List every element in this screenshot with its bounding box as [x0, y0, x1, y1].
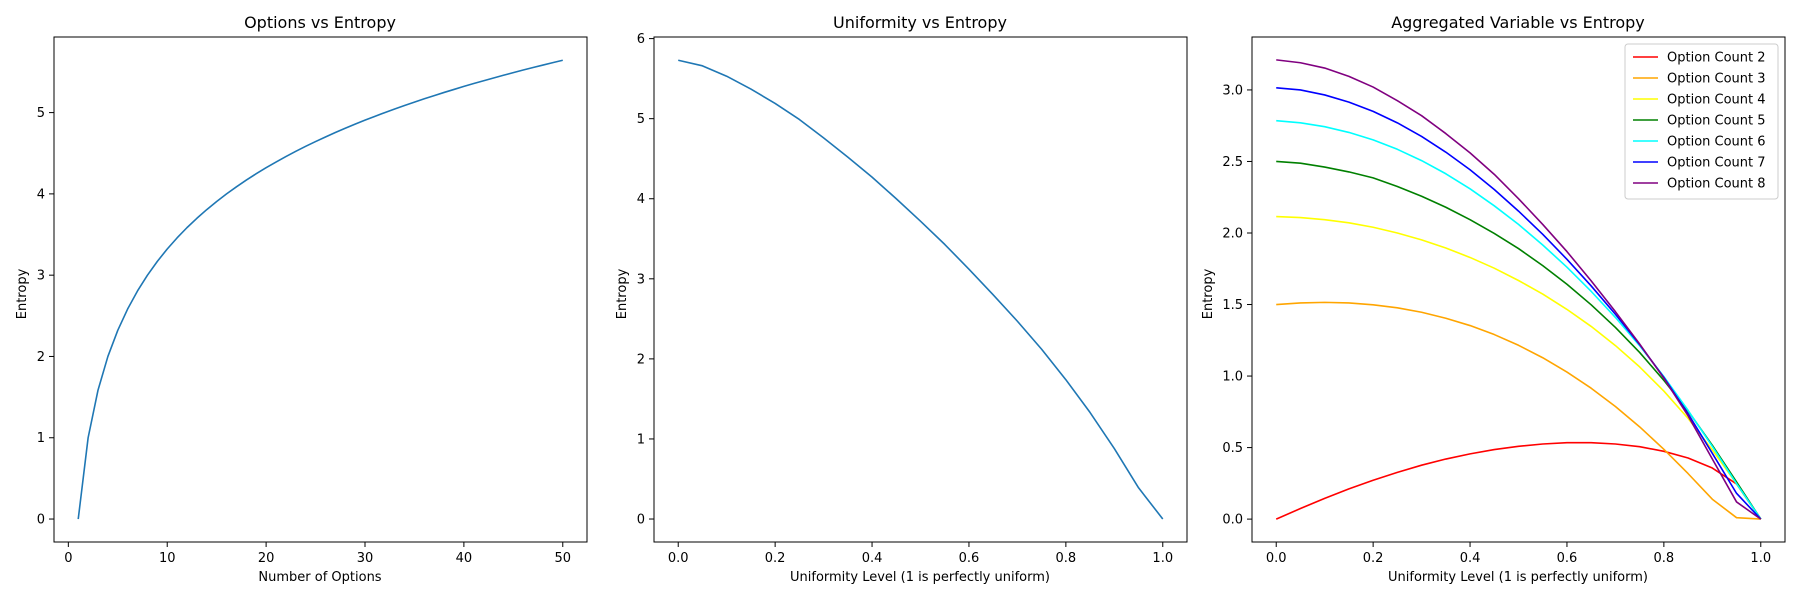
series-line-option-count-3 — [1276, 301, 1761, 520]
y-tick-label: 0 — [37, 513, 45, 528]
y-ticks: 0 1 2 3 4 5 — [37, 106, 54, 528]
x-ticks: 0.0 0.2 0.4 0.6 0.8 1.0 — [1266, 542, 1771, 566]
y-tick-label: 2 — [637, 352, 645, 367]
x-tick-label: 0.2 — [1363, 551, 1384, 566]
legend-label: Option Count 3 — [1667, 72, 1766, 87]
x-tick-label: 0.4 — [1460, 551, 1481, 566]
y-tick-label: 1.0 — [1222, 370, 1243, 385]
series-line-option-count-6 — [1276, 119, 1762, 520]
y-axis-label: Entropy — [15, 268, 30, 319]
plot-lines — [678, 59, 1164, 520]
y-tick-label: 0.0 — [1222, 513, 1243, 528]
x-axis-label: Number of Options — [258, 570, 381, 585]
x-tick-label: 1.0 — [1152, 551, 1173, 566]
x-tick-label: 40 — [456, 551, 473, 566]
series-line — [678, 59, 1164, 520]
y-ticks: 0 1 2 3 4 5 6 — [637, 32, 654, 528]
x-axis-label: Uniformity Level (1 is perfectly uniform… — [1388, 570, 1648, 585]
x-tick-label: 0.8 — [1654, 551, 1675, 566]
y-tick-label: 1 — [37, 431, 45, 446]
x-tick-label: 10 — [159, 551, 176, 566]
y-tick-label: 3 — [37, 269, 45, 284]
x-tick-label: 0.0 — [668, 551, 689, 566]
x-tick-label: 30 — [357, 551, 374, 566]
chart-title: Aggregated Variable vs Entropy — [1391, 13, 1645, 32]
chart-title: Options vs Entropy — [244, 13, 396, 32]
x-tick-label: 0.0 — [1266, 551, 1287, 566]
y-tick-label: 4 — [37, 187, 45, 202]
x-tick-label: 0.6 — [959, 551, 980, 566]
y-tick-label: 6 — [637, 32, 645, 47]
chart-title: Uniformity vs Entropy — [833, 13, 1007, 32]
y-tick-label: 5 — [637, 112, 645, 127]
x-tick-label: 0.8 — [1056, 551, 1077, 566]
plot-frame — [653, 36, 1188, 543]
y-tick-label: 0.5 — [1222, 441, 1243, 456]
x-ticks: 0 10 20 30 40 50 — [64, 542, 571, 566]
legend-label: Option Count 5 — [1667, 114, 1766, 129]
x-tick-label: 0.4 — [862, 551, 883, 566]
y-axis-label: Entropy — [1201, 268, 1216, 319]
y-axis-label: Entropy — [615, 268, 630, 319]
chart-uniformity-vs-entropy: Uniformity vs Entropy Uniformity Level (… — [615, 13, 1188, 585]
x-tick-label: 0 — [64, 551, 72, 566]
x-tick-label: 0.6 — [1557, 551, 1578, 566]
legend-label: Option Count 8 — [1667, 177, 1766, 192]
chart-options-vs-entropy: Options vs Entropy Number of Options Ent… — [15, 13, 588, 585]
x-ticks: 0.0 0.2 0.4 0.6 0.8 1.0 — [668, 542, 1173, 566]
series-line-option-count-8 — [1276, 59, 1762, 520]
plot-frame — [53, 36, 588, 543]
chart-aggregated-variable-vs-entropy: Aggregated Variable vs Entropy Uniformit… — [1201, 13, 1786, 585]
x-tick-label: 0.2 — [765, 551, 786, 566]
legend: Option Count 2 Option Count 3 Option Count… — [1624, 43, 1779, 200]
series-line-option-count-2 — [1275, 441, 1762, 520]
x-tick-label: 20 — [258, 551, 275, 566]
y-tick-label: 3 — [637, 272, 645, 287]
y-tick-label: 1.5 — [1222, 298, 1243, 313]
legend-label: Option Count 4 — [1667, 93, 1766, 108]
y-tick-label: 0 — [637, 513, 645, 528]
plot-lines — [1275, 59, 1762, 520]
y-tick-label: 2.0 — [1222, 226, 1243, 241]
y-tick-label: 3.0 — [1222, 83, 1243, 98]
y-tick-label: 1 — [637, 432, 645, 447]
legend-label: Option Count 2 — [1667, 51, 1766, 66]
plot-frame — [1251, 36, 1786, 543]
y-tick-label: 2.5 — [1222, 155, 1243, 170]
y-tick-label: 4 — [637, 192, 645, 207]
x-tick-label: 1.0 — [1750, 551, 1771, 566]
y-tick-label: 5 — [37, 106, 45, 121]
series-line — [77, 59, 563, 520]
legend-box — [1624, 43, 1779, 200]
legend-label: Option Count 7 — [1667, 156, 1766, 171]
y-ticks: 0.0 0.5 1.0 1.5 2.0 2.5 3.0 — [1222, 83, 1252, 528]
legend-label: Option Count 6 — [1667, 135, 1766, 150]
x-tick-label: 50 — [554, 551, 571, 566]
series-line-option-count-7 — [1276, 86, 1762, 520]
x-axis-label: Uniformity Level (1 is perfectly uniform… — [790, 570, 1050, 585]
plot-lines — [77, 59, 563, 520]
y-tick-label: 2 — [37, 350, 45, 365]
series-line-option-count-4 — [1276, 215, 1762, 520]
